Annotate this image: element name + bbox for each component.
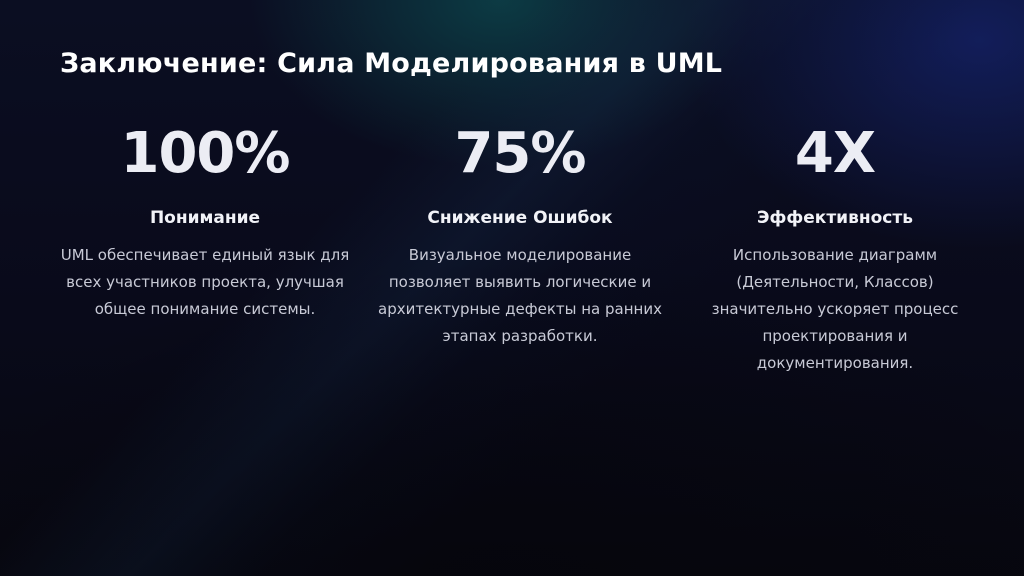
stat-column-understanding: 100% Понимание UML обеспечивает единый я… (60, 118, 350, 377)
slide-title: Заключение: Сила Моделирования в UML (60, 48, 723, 79)
stat-column-error-reduction: 75% Снижение Ошибок Визуальное моделиров… (375, 118, 665, 377)
stat-label: Снижение Ошибок (427, 208, 613, 228)
stat-value: 4X (794, 121, 876, 186)
stat-description: Использование диаграмм (Деятельности, Кл… (711, 246, 959, 372)
stat-label: Понимание (149, 208, 261, 228)
stat-label: Эффективность (757, 208, 913, 228)
stat-description: Визуальное моделирование позволяет выяви… (378, 246, 662, 345)
stat-column-efficiency: 4X Эффективность Использование диаграмм … (690, 118, 980, 377)
stats-row: 100% Понимание UML обеспечивает единый я… (60, 118, 980, 377)
stat-description: UML обеспечивает единый язык для всех уч… (60, 246, 350, 318)
stat-value: 100% (120, 121, 290, 186)
stat-value: 75% (454, 121, 586, 186)
